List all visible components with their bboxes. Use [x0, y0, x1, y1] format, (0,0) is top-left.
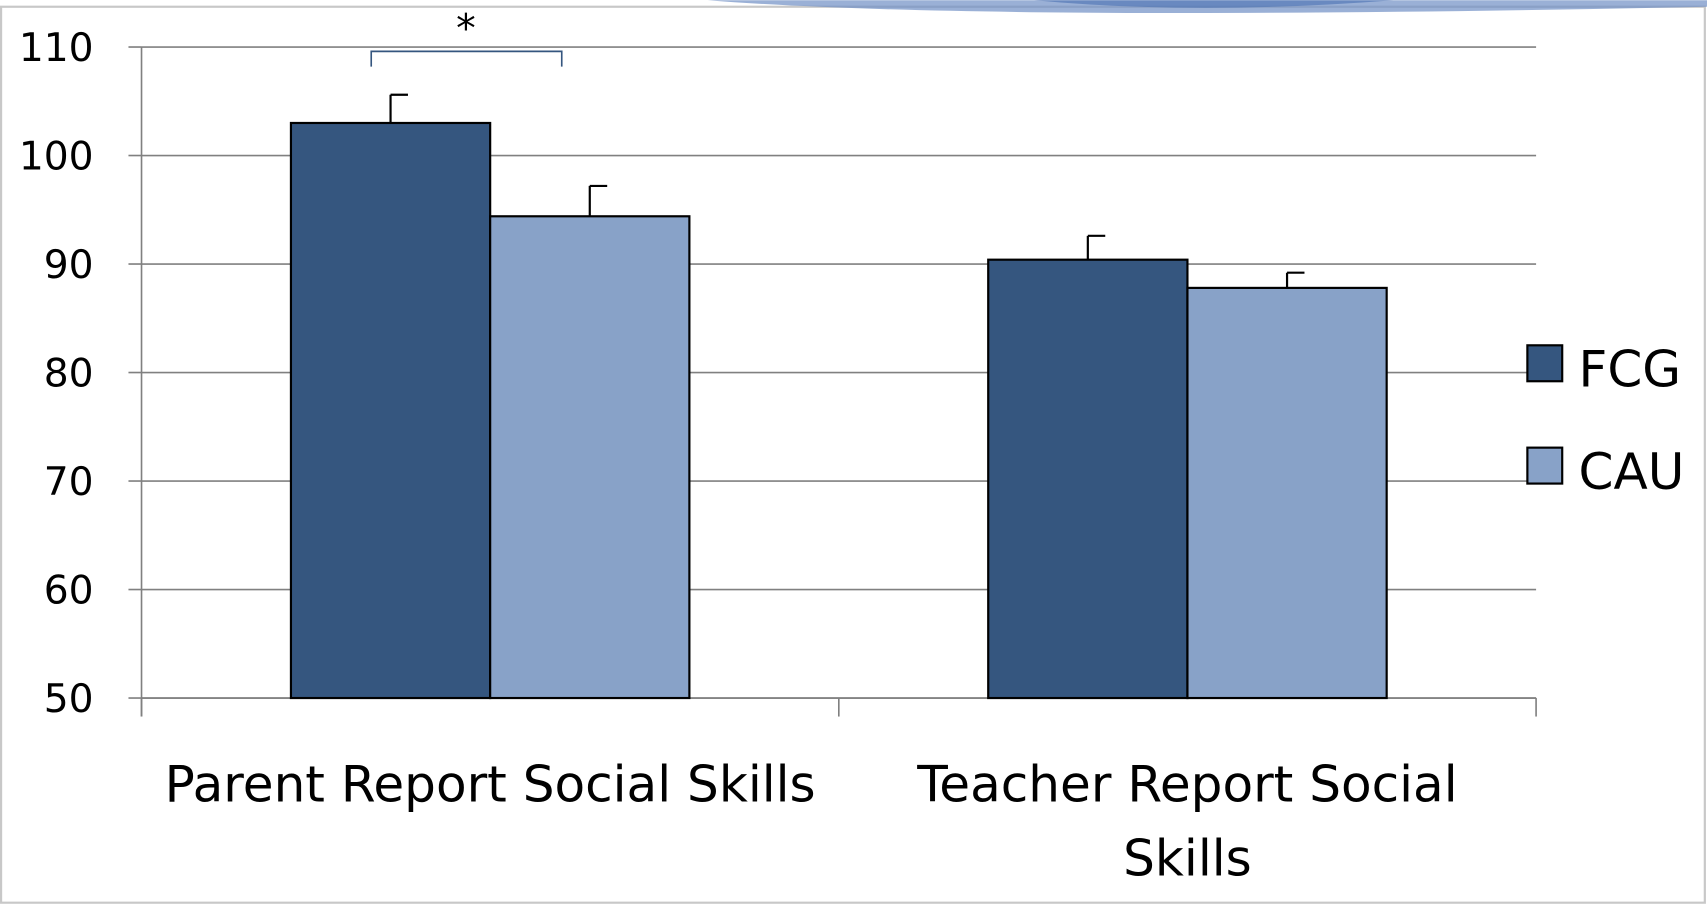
y-tick-label: 70 — [44, 460, 94, 505]
y-tick-label: 50 — [44, 677, 94, 722]
decoration — [1034, 0, 1394, 8]
y-tick-label: 60 — [44, 569, 94, 614]
bar — [489, 215, 691, 700]
x-tick-label: Parent Report Social Skills — [165, 755, 816, 813]
error-bar — [1086, 234, 1106, 260]
legend-label: CAU — [1579, 443, 1685, 501]
bar — [289, 121, 492, 700]
legend-swatch — [1526, 344, 1564, 383]
x-tick-label: Teacher Report Social Skills — [916, 755, 1457, 887]
significance-bracket — [370, 50, 563, 67]
error-bar — [588, 184, 608, 217]
legend-swatch — [1526, 446, 1564, 485]
bar — [1186, 286, 1388, 700]
legend-label: FCG — [1579, 341, 1682, 399]
bar — [987, 258, 1189, 700]
y-tick-label: 80 — [44, 352, 94, 397]
y-tick-label: 90 — [44, 243, 94, 288]
error-bar — [1285, 271, 1305, 288]
y-tick-label: 100 — [19, 135, 94, 180]
error-bar — [389, 93, 408, 123]
annotation: * — [456, 7, 476, 52]
y-tick-label: 110 — [19, 26, 94, 71]
